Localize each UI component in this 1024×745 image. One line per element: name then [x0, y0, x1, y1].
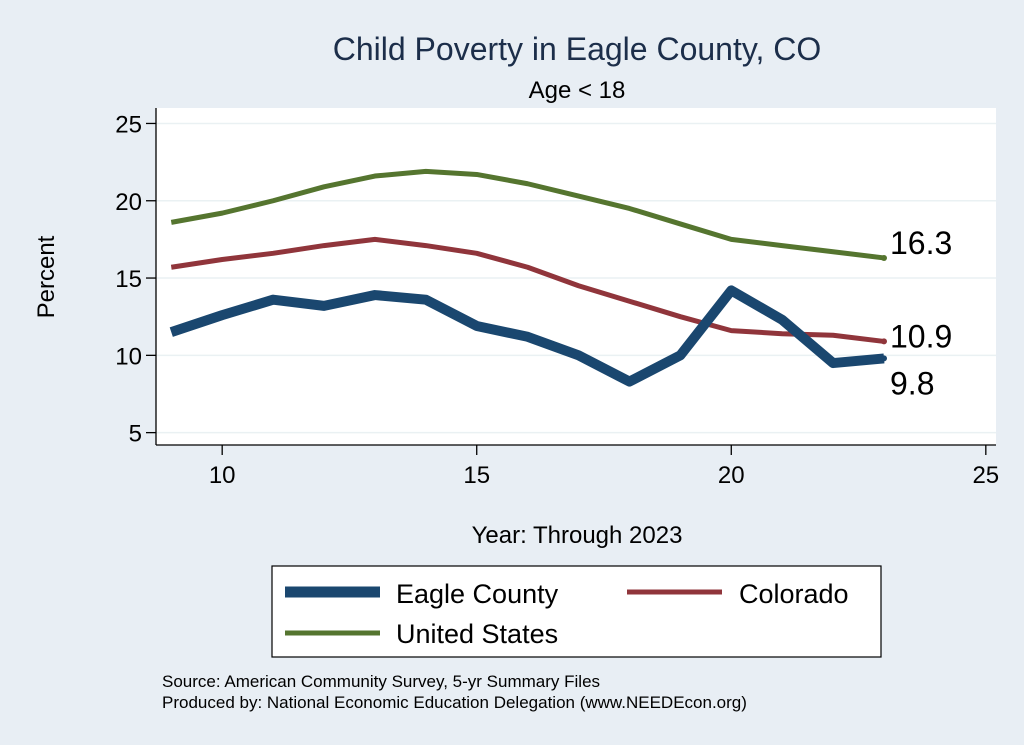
chart-title: Child Poverty in Eagle County, CO — [333, 31, 822, 67]
end-label-eagle-county: 9.8 — [890, 365, 934, 401]
end-label-colorado: 10.9 — [890, 318, 952, 354]
x-tick-label: 10 — [209, 462, 236, 489]
x-tick-label: 20 — [718, 462, 745, 489]
end-marker-united-states — [881, 254, 887, 261]
legend-label-united-states: United States — [396, 619, 558, 649]
plot-area: 5 10 15 20 25 10 15 20 25 9.8 10.9 16.3 — [115, 108, 999, 489]
producer-note: Produced by: National Economic Education… — [162, 693, 747, 712]
y-tick-label: 10 — [115, 343, 142, 370]
end-marker-colorado — [881, 338, 887, 345]
end-label-united-states: 16.3 — [890, 225, 952, 261]
chart-subtitle: Age < 18 — [529, 77, 626, 104]
legend-box — [271, 565, 882, 658]
legend-label-colorado: Colorado — [739, 579, 849, 609]
end-marker-eagle-county — [881, 355, 887, 362]
x-tick-label: 25 — [972, 462, 999, 489]
y-axis-title: Percent — [33, 235, 60, 318]
y-tick-label: 20 — [115, 189, 142, 216]
source-note: Source: American Community Survey, 5-yr … — [162, 672, 600, 691]
series-line-eagle-county — [169, 285, 885, 387]
x-axis-title: Year: Through 2023 — [472, 522, 683, 549]
series-line-colorado — [170, 236, 885, 344]
y-tick-label: 5 — [129, 421, 142, 448]
legend: Eagle County Colorado United States — [271, 565, 882, 658]
plot-background — [156, 108, 996, 445]
x-tick-label: 15 — [463, 462, 490, 489]
y-tick-label: 15 — [115, 266, 142, 293]
legend-label-eagle-county: Eagle County — [396, 579, 559, 609]
y-tick-label: 25 — [115, 111, 142, 138]
series-line-united-states — [170, 168, 885, 261]
